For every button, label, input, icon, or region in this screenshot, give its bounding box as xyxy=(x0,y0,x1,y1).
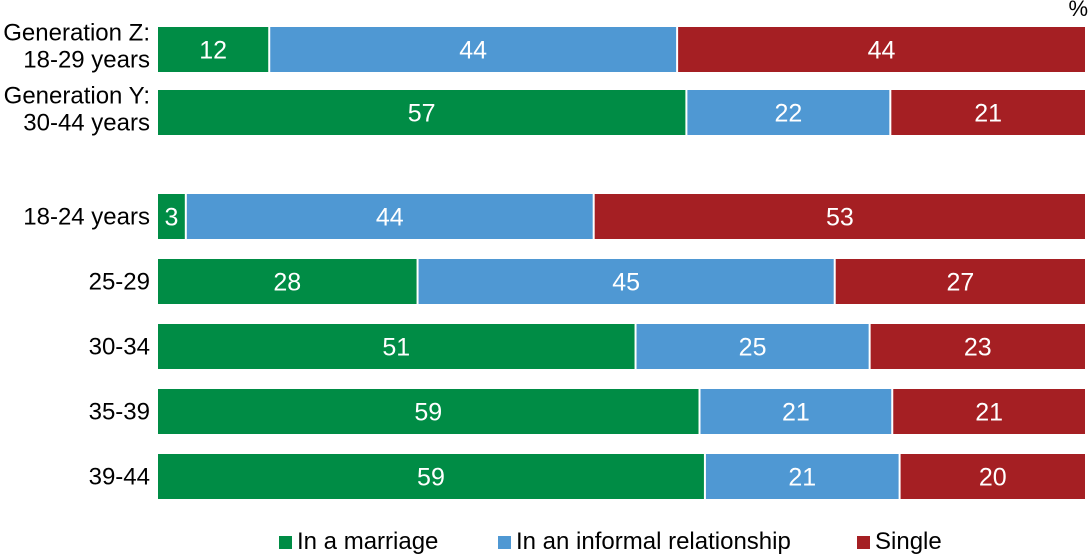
data-label: 44 xyxy=(376,204,404,232)
bar-segment xyxy=(594,194,1085,239)
bar-segment xyxy=(705,454,899,499)
legend: In a marriage In an informal relationship… xyxy=(0,528,1090,558)
category-label: 25-29 xyxy=(89,269,150,296)
data-label: 3 xyxy=(164,204,178,232)
bar-segment xyxy=(678,27,1085,72)
data-label: 12 xyxy=(199,37,227,65)
data-label: 21 xyxy=(975,399,1003,427)
data-label: 21 xyxy=(782,399,810,427)
category-label: Generation Y: 30-44 years xyxy=(4,83,150,137)
data-label: 59 xyxy=(417,464,445,492)
category-label: Generation Z: 18-29 years xyxy=(3,20,150,74)
bar-segment xyxy=(270,27,677,72)
category-label: 35-39 xyxy=(89,399,150,426)
data-label: 59 xyxy=(414,399,442,427)
data-label: 20 xyxy=(979,464,1007,492)
bar-segment xyxy=(158,27,269,72)
bar-segment xyxy=(158,90,686,135)
unit-label: % xyxy=(1068,0,1088,21)
data-label: 45 xyxy=(612,269,640,297)
legend-label: Single xyxy=(875,528,942,555)
bar-segment xyxy=(870,324,1085,369)
legend-label: In an informal relationship xyxy=(516,528,791,555)
data-label: 44 xyxy=(868,37,896,65)
legend-swatch xyxy=(498,535,511,549)
data-label: 44 xyxy=(459,37,487,65)
category-label: 39-44 xyxy=(89,464,150,491)
bar-segment xyxy=(418,259,834,304)
data-label: 25 xyxy=(739,334,767,362)
bar-segment xyxy=(891,90,1085,135)
data-label: 28 xyxy=(273,269,301,297)
data-label: 51 xyxy=(382,334,410,362)
bar-segment xyxy=(636,324,869,369)
bar-segment xyxy=(158,389,699,434)
bar-segment xyxy=(158,259,417,304)
stacked-bar-chart: Generation Z: 18-29 years 12 44 44 Generation… xyxy=(3,20,1085,499)
data-label: 22 xyxy=(774,100,802,128)
legend-swatch xyxy=(279,535,292,549)
bar-segment xyxy=(687,90,890,135)
data-label: 21 xyxy=(788,464,816,492)
bar-segment xyxy=(900,454,1085,499)
bar-segment xyxy=(186,194,593,239)
legend-item: Single xyxy=(857,528,942,556)
bar-segment xyxy=(835,259,1085,304)
category-label: 30-34 xyxy=(89,334,150,361)
data-label: 27 xyxy=(946,269,974,297)
data-label: 53 xyxy=(826,204,854,232)
data-label: 21 xyxy=(974,100,1002,128)
legend-swatch xyxy=(857,535,870,549)
bar-segment xyxy=(700,389,892,434)
bar-segment xyxy=(158,454,704,499)
legend-label: In a marriage xyxy=(297,528,439,555)
bar-segment xyxy=(893,389,1085,434)
data-label: 57 xyxy=(408,100,436,128)
bar-segment xyxy=(158,194,185,239)
data-label: 23 xyxy=(964,334,992,362)
legend-item: In an informal relationship xyxy=(498,528,791,556)
category-label: 18-24 years xyxy=(23,204,150,231)
legend-item: In a marriage xyxy=(279,528,438,556)
bar-segment xyxy=(158,324,635,369)
